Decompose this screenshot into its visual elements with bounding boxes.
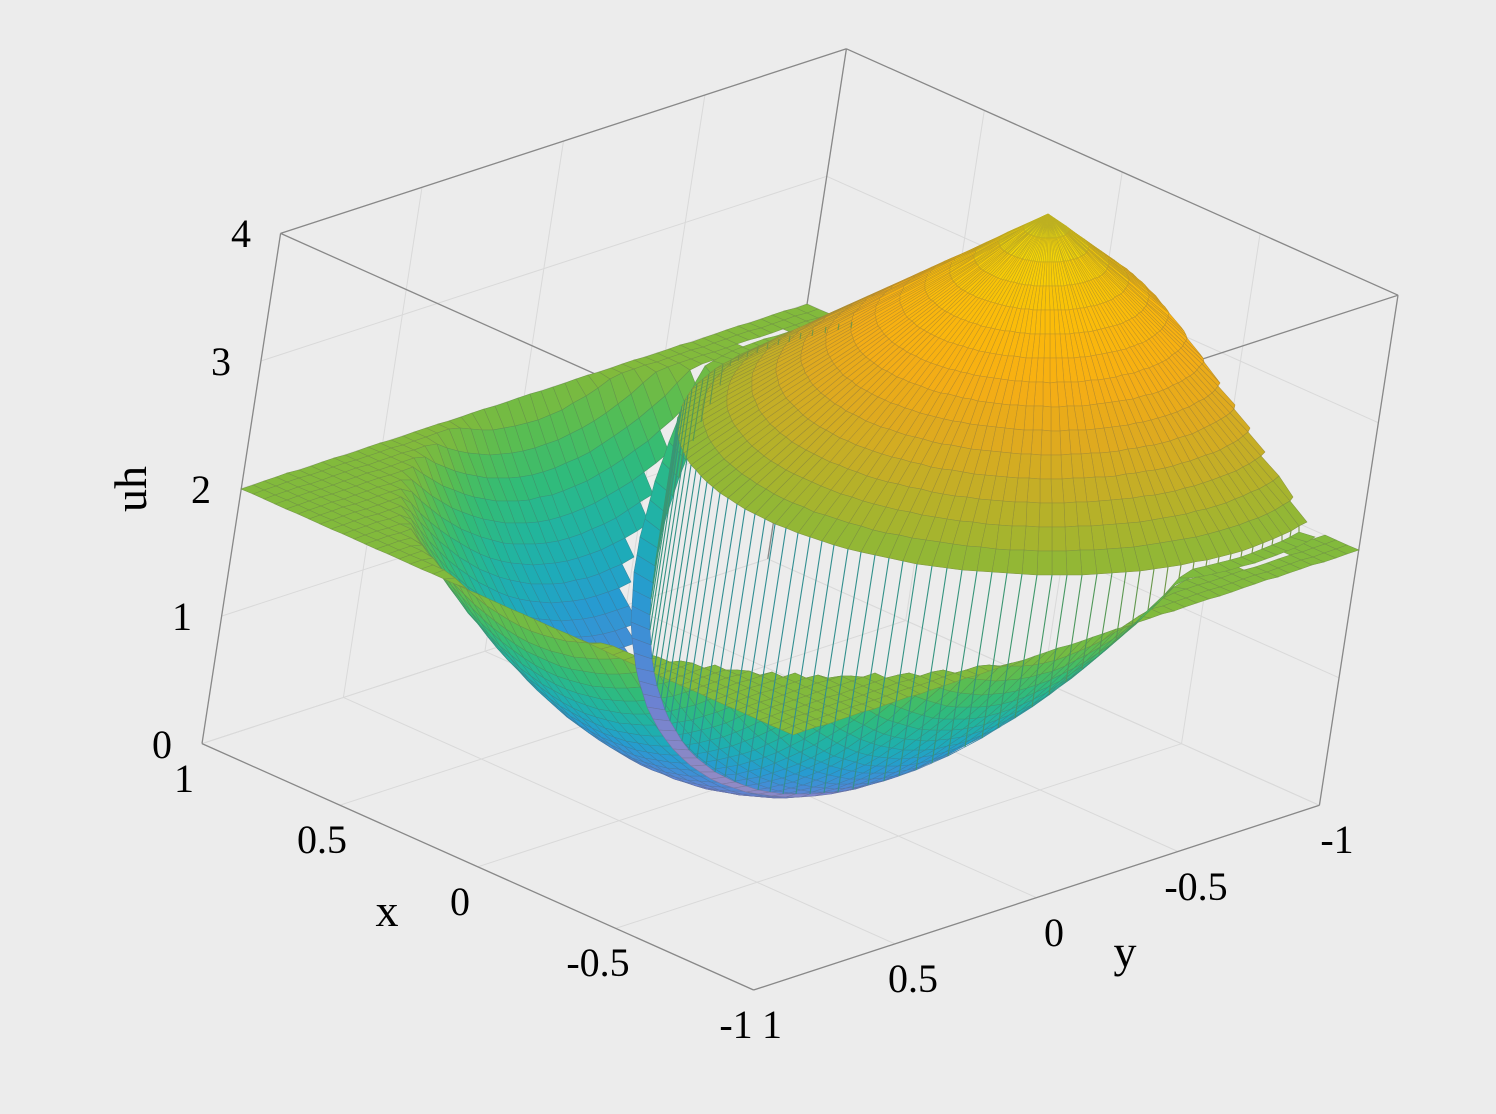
svg-text:y: y: [1114, 926, 1137, 977]
svg-text:0: 0: [152, 722, 172, 767]
svg-text:3: 3: [211, 339, 231, 384]
svg-text:-1: -1: [1320, 817, 1353, 862]
svg-text:1: 1: [172, 594, 192, 639]
svg-text:1: 1: [174, 756, 194, 801]
svg-text:0.5: 0.5: [888, 956, 938, 1001]
svg-text:4: 4: [231, 211, 251, 256]
svg-text:-0.5: -0.5: [566, 940, 629, 985]
svg-text:x: x: [376, 885, 399, 936]
svg-text:0: 0: [1044, 910, 1064, 955]
svg-text:uh: uh: [105, 466, 156, 512]
svg-text:-0.5: -0.5: [1164, 864, 1227, 909]
svg-text:2: 2: [191, 467, 211, 512]
svg-text:-1: -1: [719, 1002, 752, 1047]
svg-text:0: 0: [450, 879, 470, 924]
svg-text:1: 1: [762, 1002, 782, 1047]
svg-text:0.5: 0.5: [297, 817, 347, 862]
